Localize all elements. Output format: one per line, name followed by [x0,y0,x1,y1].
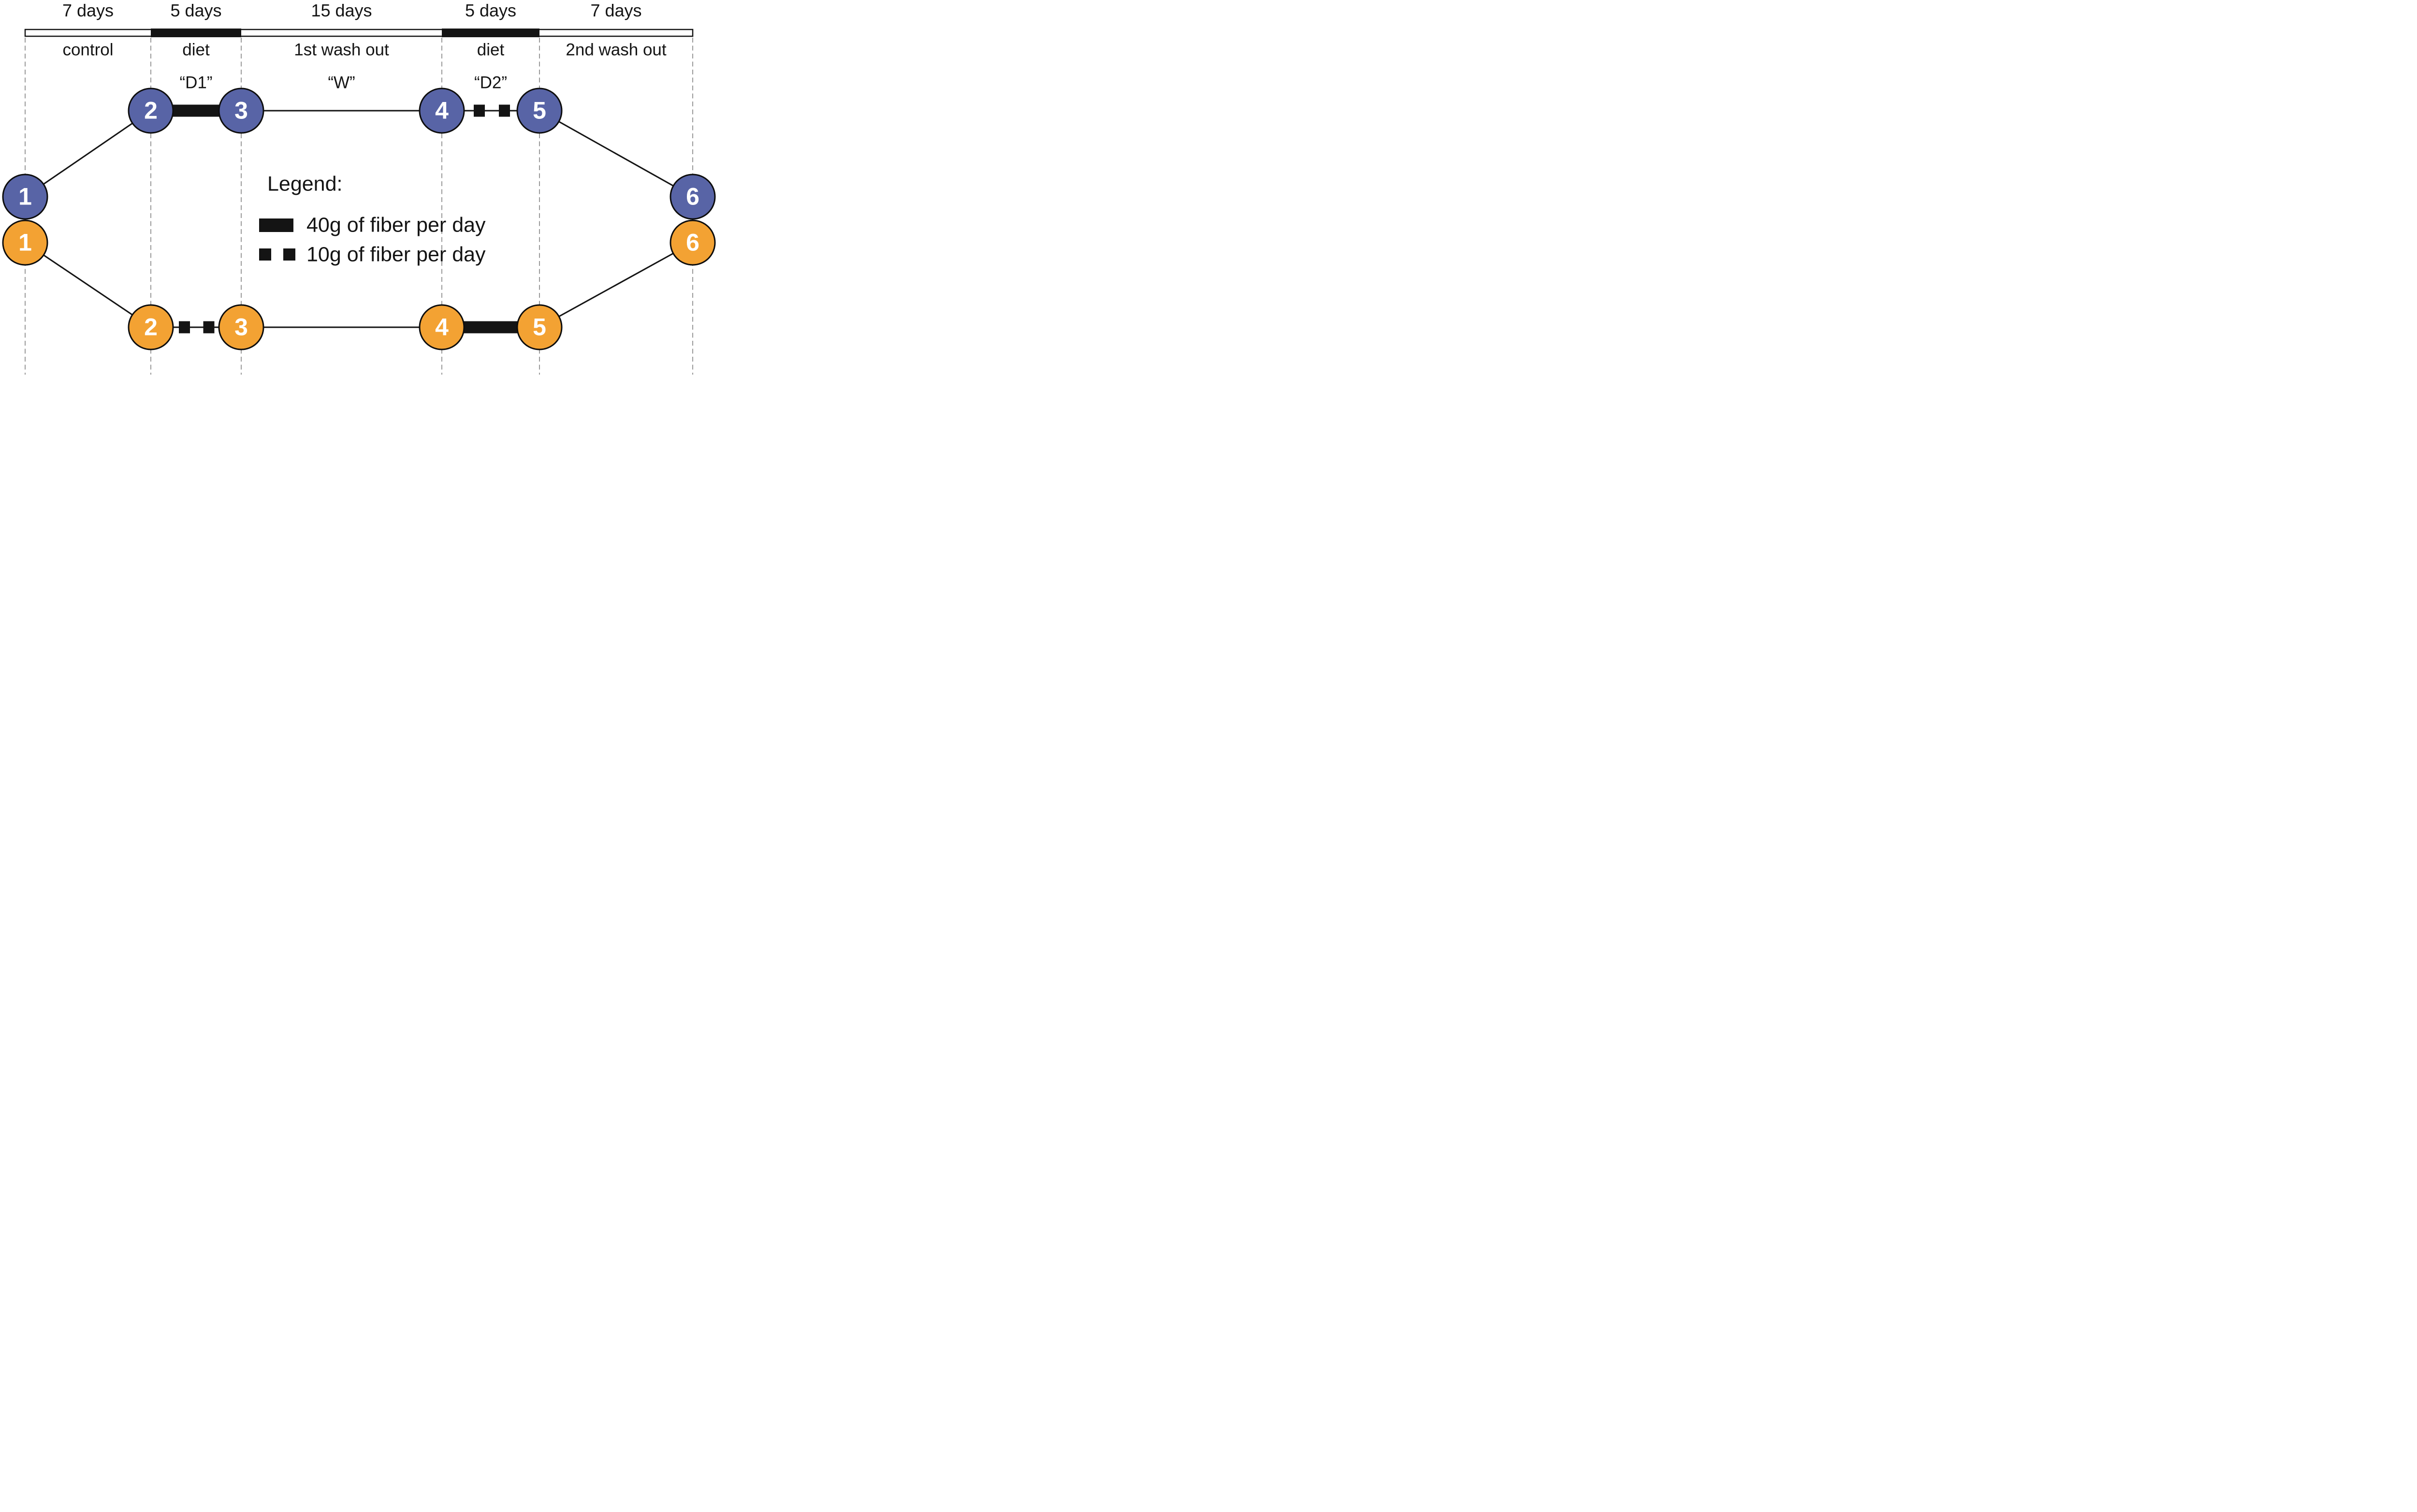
legend-10g-square-swatch-2 [283,248,295,261]
phase-label-diet1: diet [182,40,210,59]
connector-orange-5-6 [539,242,693,328]
timeline-diet-segment-2 [442,29,539,37]
connector-orange-1-2 [25,242,151,328]
fiber-10g-square-blue-arm-1 [474,104,485,117]
duration-label-diet1: 5 days [170,0,222,21]
phase-label-control: control [62,40,114,59]
phase-label-washout1: 1st wash out [294,40,389,59]
node-orange-2: 2 [128,304,174,350]
node-orange-5: 5 [516,304,563,350]
node-orange-4: 4 [419,304,465,350]
connector-blue-5-6 [539,110,693,198]
duration-label-control: 7 days [62,0,114,21]
node-blue-5: 5 [516,87,563,134]
phase-label-washout2: 2nd wash out [566,40,667,59]
fiber-10g-square-blue-arm-2 [499,104,510,117]
legend-40g-bar-swatch [259,218,293,232]
period-code-label-d2: “D2” [474,73,508,92]
connector-blue-1-2 [25,110,151,198]
diagram-lines-layer [24,29,694,375]
node-blue-1: 1 [2,174,48,220]
timeline-diet-segment-1 [151,29,241,37]
period-code-label-d1: “D1” [179,73,213,92]
legend-title: Legend: [267,172,343,196]
node-blue-6: 6 [670,174,716,220]
phase-label-diet2: diet [477,40,505,59]
node-blue-3: 3 [218,87,264,134]
node-orange-3: 3 [218,304,264,350]
node-orange-6: 6 [670,219,716,266]
fiber-10g-square-orange-arm-1 [179,321,190,334]
timeline-bar [24,29,694,37]
duration-label-diet2: 5 days [465,0,517,21]
period-code-label-w: “W” [328,73,355,92]
legend-10g-square-swatch-1 [259,248,271,261]
legend-item-10g-label: 10g of fiber per day [306,243,486,266]
legend-item-40g-label: 40g of fiber per day [306,213,486,237]
node-orange-1: 1 [2,219,48,266]
duration-label-washout2: 7 days [590,0,642,21]
study-design-diagram: 7 days 5 days 15 days 5 days 7 days cont… [0,0,720,378]
node-blue-2: 2 [128,87,174,134]
duration-label-washout1: 15 days [311,0,372,21]
fiber-10g-square-orange-arm-2 [203,321,215,334]
node-blue-4: 4 [419,87,465,134]
